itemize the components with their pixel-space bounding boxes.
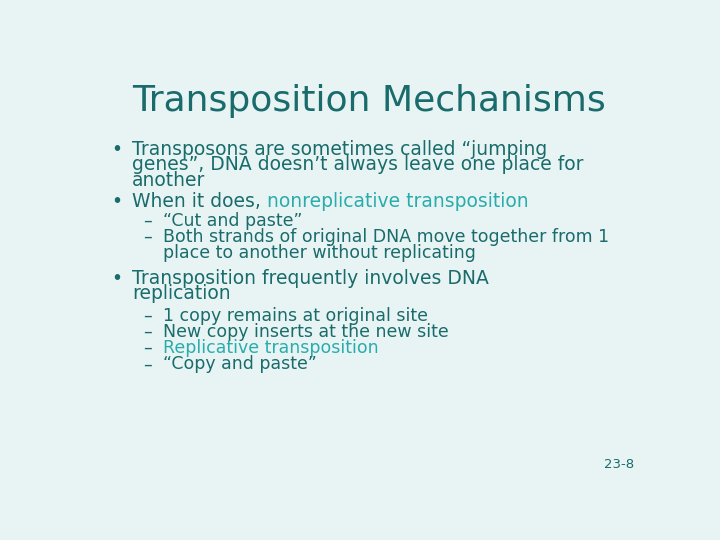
Text: genes”, DNA doesn’t always leave one place for: genes”, DNA doesn’t always leave one pla… <box>132 156 583 174</box>
Text: New copy inserts at the new site: New copy inserts at the new site <box>163 323 449 341</box>
Text: nonreplicative transposition: nonreplicative transposition <box>266 192 528 212</box>
Text: –: – <box>143 307 152 325</box>
Text: –: – <box>143 212 152 230</box>
Text: Replicative transposition: Replicative transposition <box>163 339 378 357</box>
Text: Transposition Mechanisms: Transposition Mechanisms <box>132 84 606 118</box>
Text: 23-8: 23-8 <box>604 458 634 471</box>
Text: When it does,: When it does, <box>132 192 266 212</box>
Text: place to another without replicating: place to another without replicating <box>163 244 475 261</box>
Text: replication: replication <box>132 285 230 303</box>
Text: –: – <box>143 355 152 374</box>
Text: Transposons are sometimes called “jumping: Transposons are sometimes called “jumpin… <box>132 140 547 159</box>
Text: another: another <box>132 171 205 190</box>
Text: Both strands of original DNA move together from 1: Both strands of original DNA move togeth… <box>163 228 608 246</box>
Text: –: – <box>143 323 152 341</box>
Text: –: – <box>143 339 152 357</box>
Text: Transposition frequently involves DNA: Transposition frequently involves DNA <box>132 268 489 287</box>
Text: 1 copy remains at original site: 1 copy remains at original site <box>163 307 428 325</box>
Text: •: • <box>111 192 122 212</box>
Text: “Cut and paste”: “Cut and paste” <box>163 212 302 230</box>
Text: –: – <box>143 228 152 246</box>
Text: •: • <box>111 268 122 287</box>
Text: “Copy and paste”: “Copy and paste” <box>163 355 316 374</box>
Text: •: • <box>111 140 122 159</box>
